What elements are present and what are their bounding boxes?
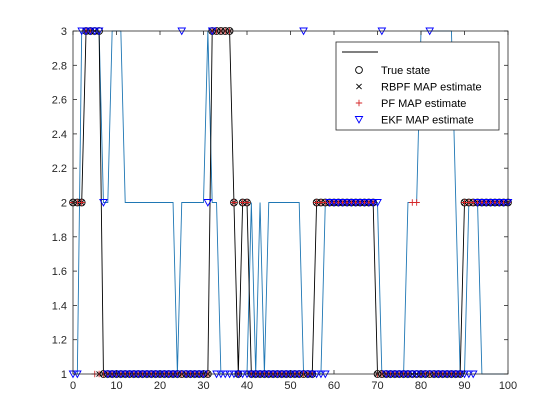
x-tick-label: 60 — [328, 380, 340, 392]
y-tick-label: 1.8 — [52, 232, 67, 244]
plus-marker — [230, 199, 238, 206]
legend-label: RBPF MAP estimate — [381, 82, 482, 94]
triangle-down-marker — [360, 199, 369, 207]
x-tick-label: 30 — [197, 380, 209, 392]
legend-entries: True state RBPF MAP estimate PF MAP estima… — [354, 65, 482, 127]
triangle-down-marker — [364, 199, 374, 207]
triangle-down-marker — [325, 199, 335, 207]
triangle-down-marker — [329, 199, 339, 207]
triangle-down-marker — [333, 199, 343, 207]
triangle-down-marker — [373, 199, 382, 207]
y-tick-label: 1.2 — [52, 335, 67, 347]
triangle-down-marker — [473, 199, 482, 207]
legend-box — [335, 41, 500, 131]
legend: True state RBPF MAP estimate PF MAP estima… — [335, 41, 500, 131]
y-tick-label: 3 — [61, 26, 67, 38]
y-tick-label: 2.2 — [52, 163, 67, 175]
triangle-down-marker — [481, 199, 491, 207]
x-tick-label: 90 — [458, 380, 470, 392]
x-tick-label: 80 — [415, 380, 427, 392]
y-tick-label: 2 — [61, 198, 67, 210]
triangle-down-marker — [490, 199, 500, 207]
y-tick-label: 2.4 — [52, 129, 67, 141]
plus-marker — [413, 199, 420, 206]
circle-marker — [230, 198, 238, 207]
triangle-down-marker — [368, 199, 378, 207]
triangle-down-marker — [203, 199, 213, 207]
legend-label: EKF MAP estimate — [381, 115, 474, 127]
x-tick-label: 70 — [371, 380, 383, 392]
legend-marker-x — [356, 83, 362, 90]
y-axis: 1 1.2 1.4 1.6 1.8 2 2.2 2.4 2.6 2.8 3 — [52, 26, 508, 381]
triangle-down-marker — [347, 199, 356, 207]
plus-marker — [78, 199, 85, 206]
y-tick-label: 1.6 — [52, 266, 67, 278]
x-tick-label: 0 — [70, 380, 76, 392]
y-tick-label: 2.8 — [52, 60, 67, 72]
legend-label: PF MAP estimate — [381, 98, 466, 110]
legend-marker-circle — [355, 66, 363, 74]
triangle-down-marker — [355, 199, 365, 207]
triangle-down-marker — [99, 199, 108, 207]
x-tick-label: 40 — [241, 380, 253, 392]
legend-marker-plus — [355, 99, 363, 107]
y-tick-label: 2.6 — [52, 95, 67, 107]
y-tick-label: 1.4 — [52, 300, 67, 312]
triangle-down-marker — [494, 199, 504, 207]
triangle-down-marker — [342, 199, 352, 207]
legend-label: True state — [381, 65, 430, 77]
x-tick-label: 100 — [499, 380, 517, 392]
x-tick-label: 20 — [154, 380, 166, 392]
triangle-down-marker — [477, 199, 487, 207]
triangle-down-marker — [351, 199, 361, 207]
x-axis: 0 10 20 30 40 50 60 70 80 90 100 — [70, 31, 517, 392]
triangle-down-marker — [486, 199, 495, 207]
x-tick-label: 10 — [110, 380, 122, 392]
y-tick-label: 1 — [61, 369, 67, 381]
triangle-down-marker — [338, 199, 348, 207]
legend-marker-triangle-down — [354, 116, 364, 124]
x-tick-label: 50 — [284, 380, 296, 392]
plus-marker — [243, 199, 251, 206]
